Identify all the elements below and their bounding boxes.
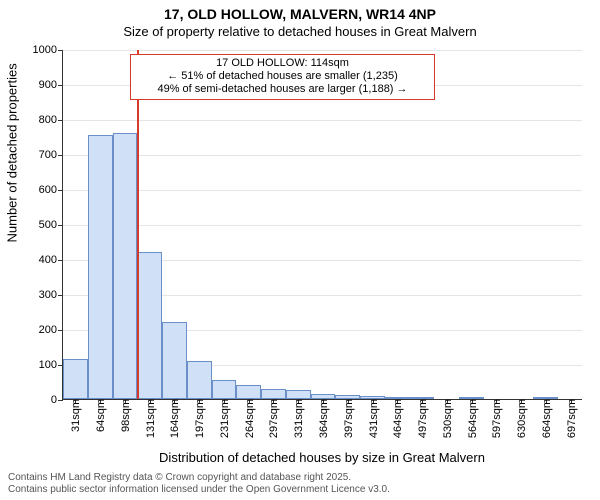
- histogram-bar: [236, 385, 261, 399]
- histogram-bar: [261, 389, 286, 400]
- xtick-label: 197sqm: [192, 399, 206, 438]
- footer-line-1: Contains HM Land Registry data © Crown c…: [8, 472, 390, 484]
- histogram-bar: [113, 133, 138, 399]
- ytick-label: 600: [39, 184, 63, 196]
- marker-line: [137, 50, 139, 399]
- footer-attribution: Contains HM Land Registry data © Crown c…: [8, 472, 390, 496]
- gridline: [63, 155, 582, 156]
- xtick-label: 397sqm: [341, 399, 355, 438]
- xtick-label: 31sqm: [68, 399, 82, 432]
- gridline: [63, 120, 582, 121]
- xtick-label: 297sqm: [266, 399, 280, 438]
- xtick-label: 331sqm: [291, 399, 305, 438]
- xtick-label: 530sqm: [440, 399, 454, 438]
- ytick-label: 400: [39, 254, 63, 266]
- chart-container: 17, OLD HOLLOW, MALVERN, WR14 4NP Size o…: [0, 0, 600, 500]
- ytick-label: 300: [39, 289, 63, 301]
- histogram-bar: [187, 361, 212, 400]
- xtick-label: 264sqm: [242, 399, 256, 438]
- ytick-label: 1000: [33, 44, 63, 56]
- xtick-label: 497sqm: [415, 399, 429, 438]
- ytick-label: 100: [39, 359, 63, 371]
- chart-title-line1: 17, OLD HOLLOW, MALVERN, WR14 4NP: [0, 0, 600, 24]
- xtick-label: 597sqm: [489, 399, 503, 438]
- plot-area: 0100200300400500600700800900100031sqm64s…: [62, 50, 582, 400]
- gridline: [63, 50, 582, 51]
- ytick-label: 200: [39, 324, 63, 336]
- histogram-bar: [212, 380, 237, 399]
- x-axis-label: Distribution of detached houses by size …: [62, 450, 582, 465]
- ytick-label: 700: [39, 149, 63, 161]
- gridline: [63, 190, 582, 191]
- xtick-label: 364sqm: [316, 399, 330, 438]
- xtick-label: 564sqm: [465, 399, 479, 438]
- annotation-line-3: 49% of semi-detached houses are larger (…: [135, 83, 430, 96]
- footer-line-2: Contains public sector information licen…: [8, 484, 390, 496]
- histogram-bar: [162, 322, 187, 399]
- histogram-bar: [63, 359, 88, 399]
- xtick-label: 164sqm: [167, 399, 181, 438]
- xtick-label: 131sqm: [143, 399, 157, 438]
- ytick-label: 900: [39, 79, 63, 91]
- ytick-label: 0: [51, 394, 63, 406]
- xtick-label: 664sqm: [539, 399, 553, 438]
- xtick-label: 231sqm: [217, 399, 231, 438]
- histogram-bar: [137, 252, 162, 399]
- xtick-label: 431sqm: [366, 399, 380, 438]
- histogram-bar: [88, 135, 113, 399]
- chart-title-line2: Size of property relative to detached ho…: [0, 24, 600, 40]
- xtick-label: 98sqm: [118, 399, 132, 432]
- annotation-line-1: 17 OLD HOLLOW: 114sqm: [135, 57, 430, 70]
- gridline: [63, 225, 582, 226]
- histogram-bar: [286, 390, 311, 399]
- ytick-label: 500: [39, 219, 63, 231]
- xtick-label: 697sqm: [564, 399, 578, 438]
- annotation-line-2: ← 51% of detached houses are smaller (1,…: [135, 70, 430, 83]
- xtick-label: 464sqm: [390, 399, 404, 438]
- xtick-label: 630sqm: [514, 399, 528, 438]
- annotation-box: 17 OLD HOLLOW: 114sqm ← 51% of detached …: [130, 54, 435, 100]
- ytick-label: 800: [39, 114, 63, 126]
- y-axis-label: Number of detached properties: [5, 223, 20, 243]
- xtick-label: 64sqm: [93, 399, 107, 432]
